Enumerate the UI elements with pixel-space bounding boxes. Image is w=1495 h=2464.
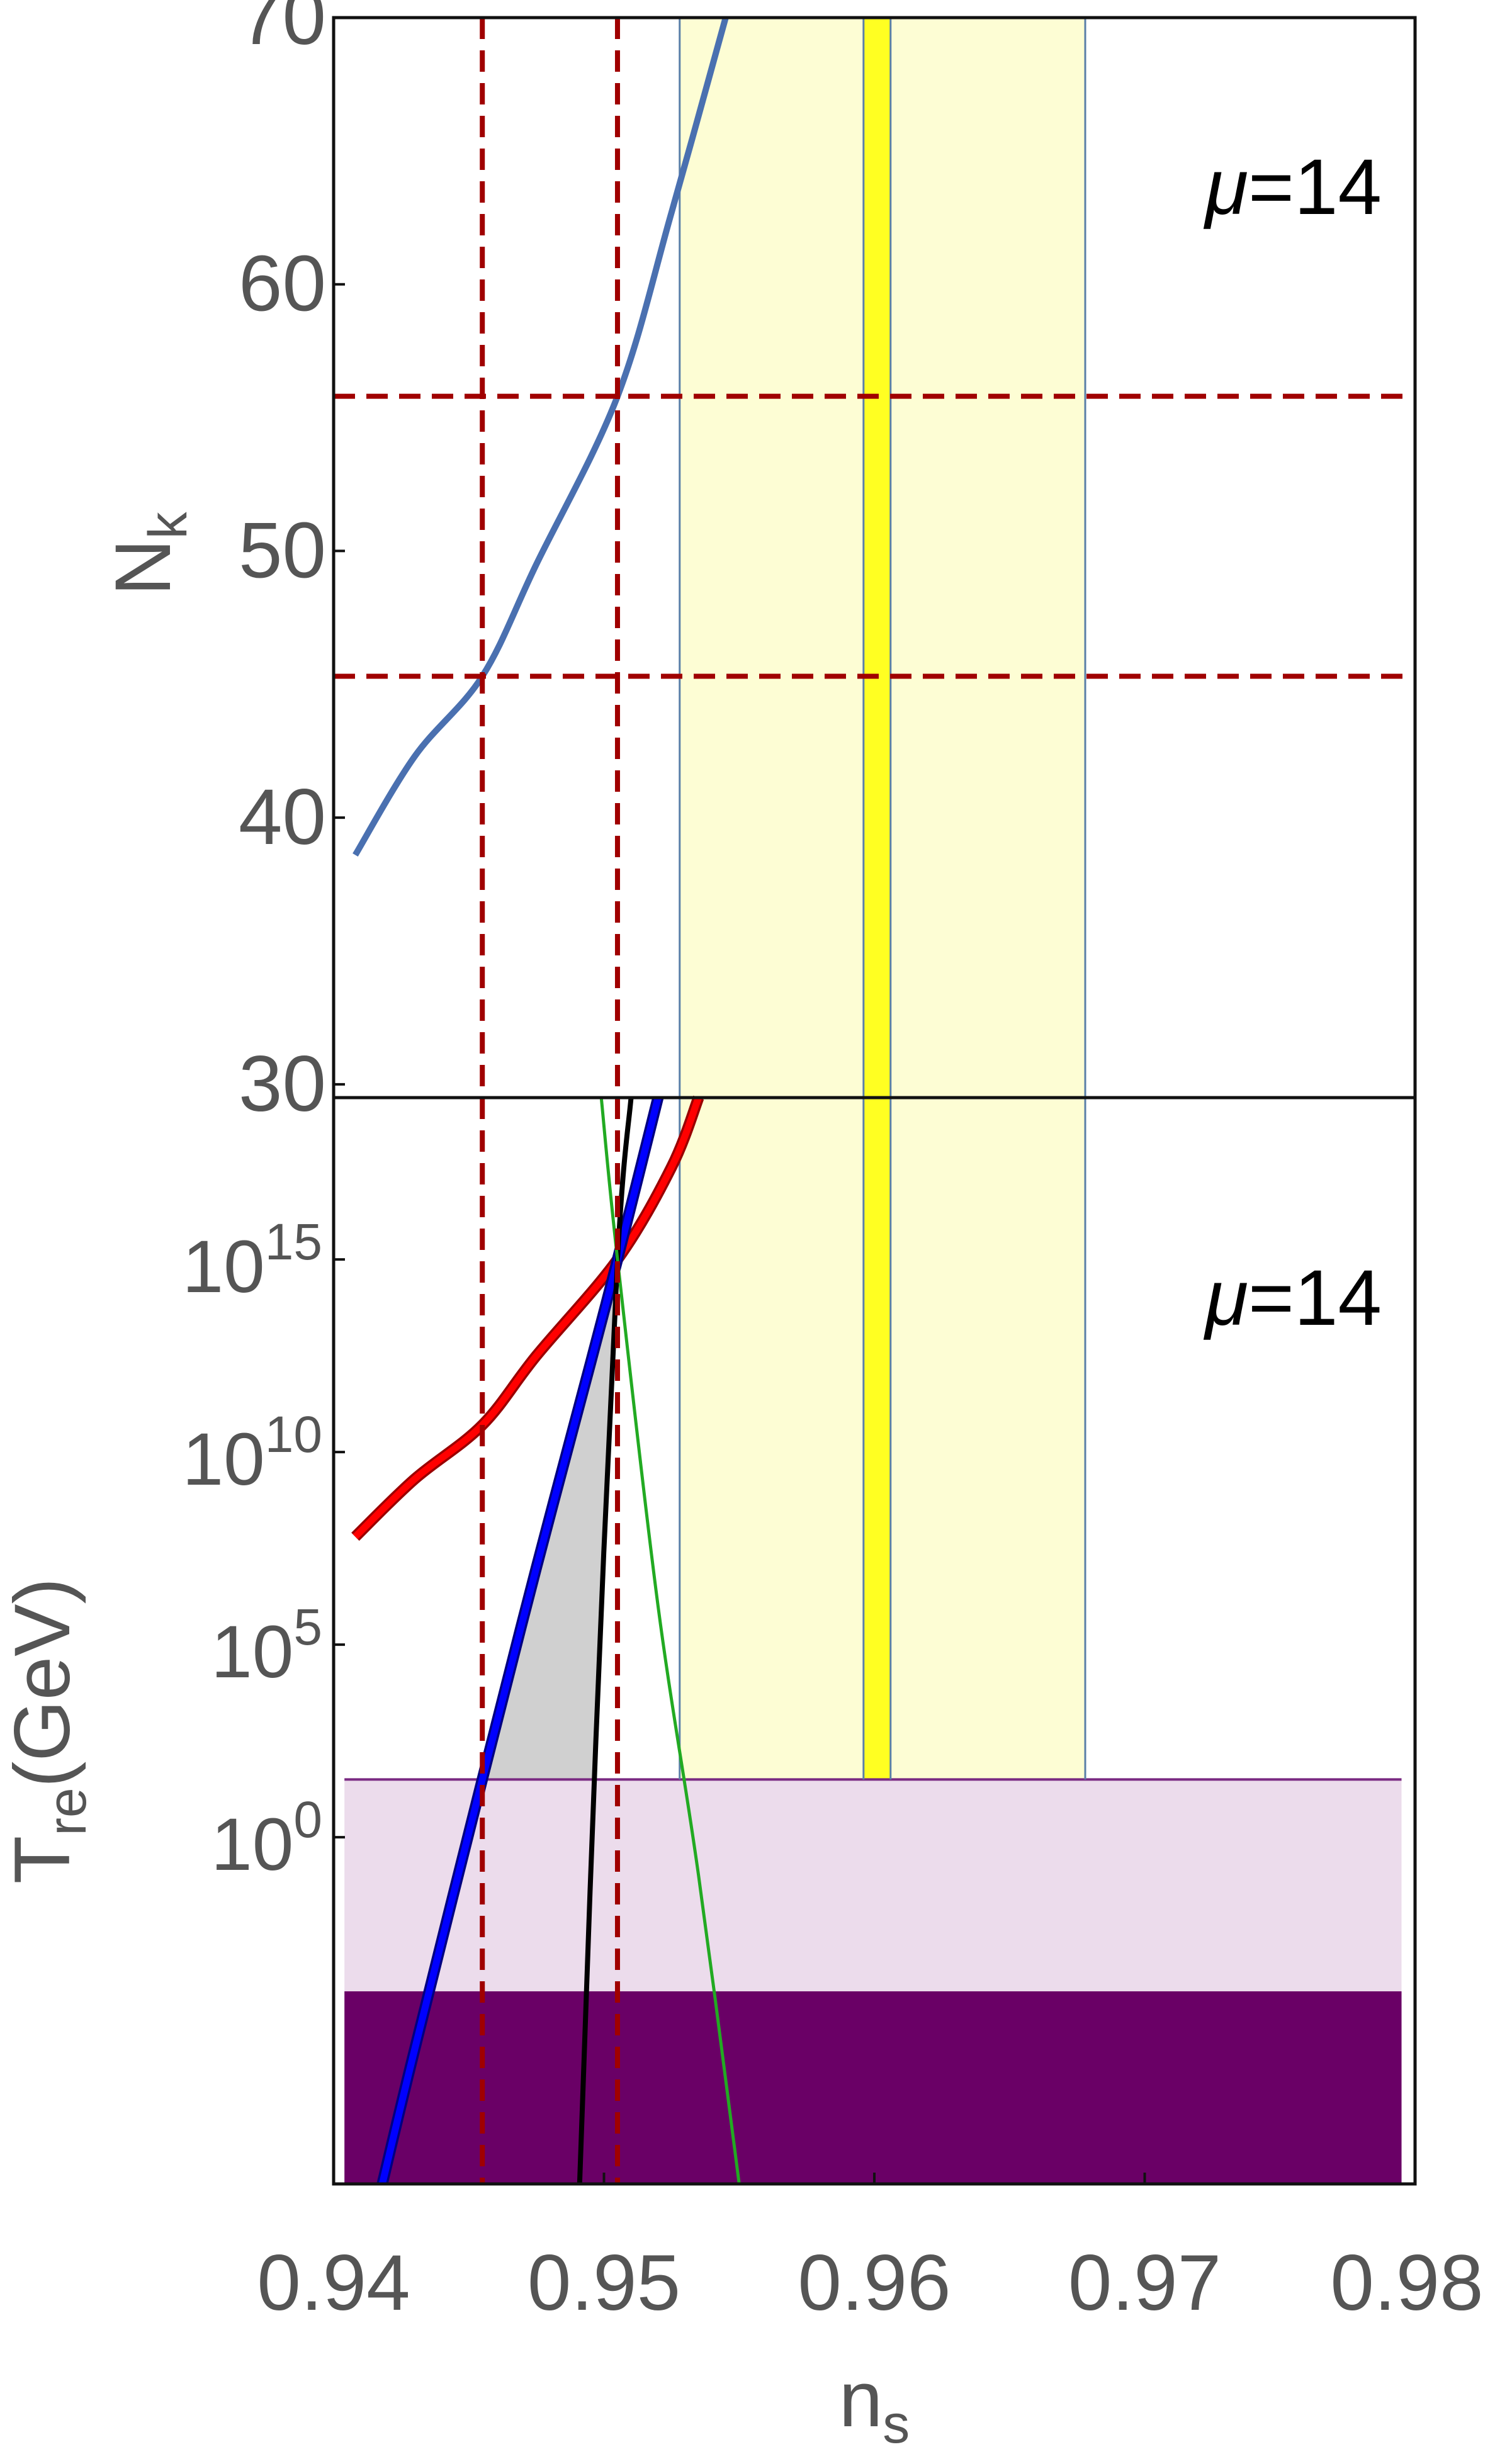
top-mu-symbol: μ (1203, 143, 1248, 231)
x-axis-title-sub: s (883, 2394, 910, 2455)
bottom-mu-value: =14 (1248, 1254, 1382, 1342)
top-ytick-label-3: 60 (239, 240, 326, 328)
top-y-axis-title-sub: k (138, 511, 198, 539)
bottom-ytick-exp-3: 0 (293, 1791, 322, 1848)
bottom-mu-label: μ=14 (1203, 1254, 1382, 1342)
bottom-y-axis-title-main: T (0, 1836, 86, 1884)
top-panel: 30 40 50 60 70 μ=14 Nk (99, 0, 1417, 1128)
bottom-ytick-label-1: 1010 (183, 1406, 322, 1501)
bottom-ytick-exp-1: 10 (265, 1406, 322, 1463)
bottom-y-axis-title-sub: re (37, 1787, 98, 1835)
bottom-band-1 (863, 1098, 891, 1780)
bottom-ytick-exp-2: 5 (293, 1599, 322, 1656)
bottom-mu-symbol: μ (1203, 1254, 1248, 1342)
bottom-ytick-base-2: 10 (211, 1611, 293, 1694)
bottom-series-3 (599, 1097, 741, 2185)
bottom-ytick-label-3: 100 (211, 1791, 322, 1886)
xtick-label-0: 0.94 (257, 2239, 410, 2327)
top-mu-value: =14 (1248, 143, 1382, 231)
top-mu-label: μ=14 (1203, 143, 1382, 231)
bottom-ytick-label-2: 105 (211, 1599, 322, 1694)
x-axis-title: ns (839, 2356, 910, 2455)
xtick-label-4: 0.98 (1330, 2239, 1483, 2327)
top-ytick-label-0: 30 (239, 1040, 326, 1128)
top-y-axis-title-main: N (99, 539, 187, 595)
top-panel-fills (679, 18, 1086, 1098)
xtick-label-3: 0.97 (1068, 2239, 1221, 2327)
top-ytick-label-4: 70 (239, 0, 326, 61)
bottom-ytick-base-1: 10 (183, 1418, 265, 1501)
top-ytick-label-2: 50 (239, 507, 326, 594)
top-panel-lines (334, 16, 1415, 1098)
top-y-axis-title: Nk (99, 511, 198, 595)
bottom-ytick-base-3: 10 (211, 1803, 293, 1886)
bottom-series-2 (577, 1097, 634, 2185)
bottom-hband-1 (344, 1991, 1402, 2184)
bottom-x-ticks: 0.94 0.95 0.96 0.97 0.98 (257, 2173, 1484, 2327)
bottom-hband-0 (344, 1779, 1402, 1991)
bottom-ytick-base-0: 10 (183, 1225, 265, 1308)
top-series-0 (353, 16, 729, 857)
top-y-ticks: 30 40 50 60 70 (239, 0, 345, 1128)
bottom-ytick-exp-0: 15 (265, 1213, 322, 1271)
top-panel-annotation: μ=14 (1203, 143, 1382, 231)
top-ytick-label-1: 40 (239, 774, 326, 861)
x-axis-title-main: n (839, 2356, 883, 2443)
bottom-panel-lines (344, 1095, 1402, 2186)
bottom-series-0 (353, 1096, 702, 1539)
top-band-1 (863, 18, 891, 1098)
xtick-label-1: 0.95 (527, 2239, 680, 2327)
bottom-ytick-label-0: 1015 (183, 1213, 322, 1308)
xtick-label-2: 0.96 (798, 2239, 951, 2327)
bottom-y-axis-title-unit: (GeV) (0, 1578, 86, 1787)
bottom-y-axis-title: Tre(GeV) (0, 1578, 98, 1884)
bottom-panel-annotation: μ=14 (1203, 1254, 1382, 1342)
